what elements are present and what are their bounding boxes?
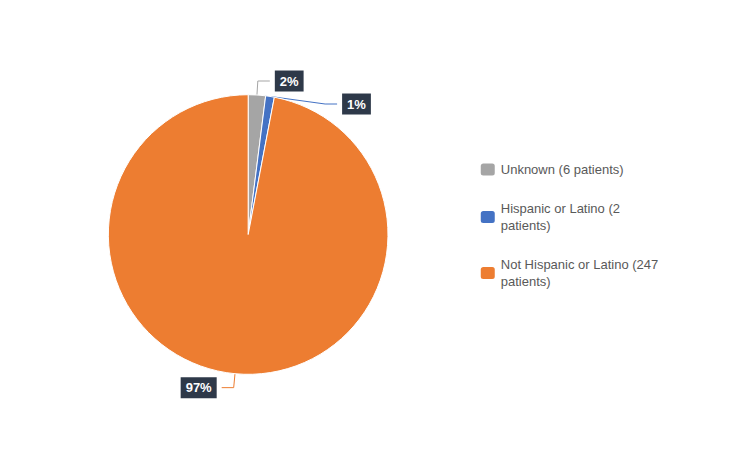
svg-text:patients): patients) bbox=[501, 274, 551, 289]
svg-text:Hispanic or Latino (2: Hispanic or Latino (2 bbox=[501, 201, 620, 216]
svg-text:patients): patients) bbox=[501, 218, 551, 233]
svg-text:Not Hispanic or Latino (247: Not Hispanic or Latino (247 bbox=[501, 257, 659, 272]
svg-text:97%: 97% bbox=[186, 380, 212, 395]
svg-text:2%: 2% bbox=[280, 74, 299, 89]
svg-text:Unknown (6 patients): Unknown (6 patients) bbox=[501, 162, 624, 177]
svg-text:1%: 1% bbox=[347, 97, 366, 112]
